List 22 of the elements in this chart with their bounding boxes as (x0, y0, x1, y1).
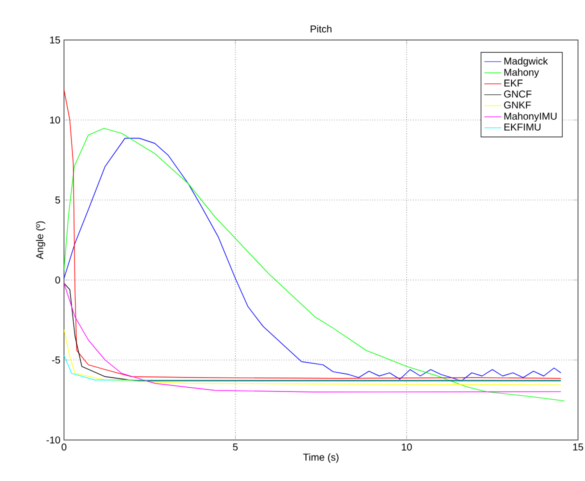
y-tick-label: 10 (50, 116, 60, 124)
y-tick-label: -5 (52, 356, 60, 364)
line-series (64, 329, 562, 386)
legend-label: MahonyIMU (504, 112, 557, 122)
x-tick-label: 5 (232, 444, 238, 450)
y-tick-label: -10 (46, 436, 60, 444)
y-tick-label: 0 (55, 276, 60, 284)
legend-label: EKFIMU (504, 124, 540, 131)
legend-label: Mahony (504, 68, 540, 78)
legend-label: Madgwick (504, 57, 548, 67)
x-tick-label: 0 (62, 444, 66, 451)
x-tick-label: 15 (573, 444, 584, 450)
legend-label: GNKF (504, 101, 531, 109)
y-tick-label: 15 (50, 36, 60, 44)
chart-title: Pitch (310, 25, 332, 32)
line-series (64, 89, 562, 379)
x-tick-label: 10 (402, 444, 412, 451)
y-axis-title: Angle (º) (36, 221, 46, 260)
legend-label: EKF (504, 80, 523, 87)
x-axis-title: Time (s) (303, 453, 338, 463)
y-tick-label: 5 (55, 196, 60, 204)
legend-label: GNCF (504, 90, 532, 98)
